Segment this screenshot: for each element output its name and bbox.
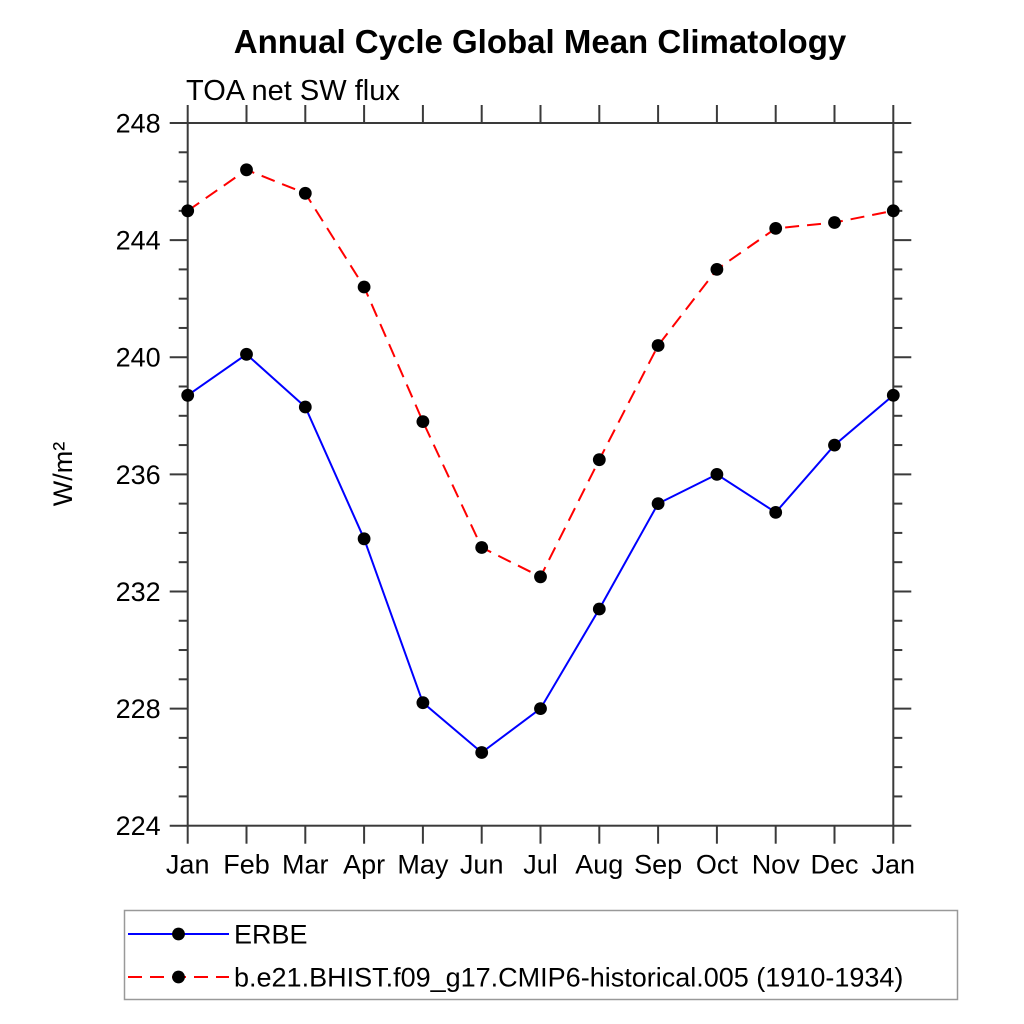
x-tick-label: Apr <box>343 850 385 880</box>
x-tick-label: Aug <box>575 850 623 880</box>
x-tick-label: Oct <box>696 850 739 880</box>
data-point-model-10 <box>769 222 783 235</box>
legend-label-model: b.e21.BHIST.f09_g17.CMIP6-historical.005… <box>234 963 903 993</box>
data-point-model-6 <box>534 570 547 584</box>
axes-and-ticks: Jan Feb Mar Apr May Jun Jul Aug Sep Oct Nov Dec Jan2… <box>116 105 915 880</box>
y-tick-label: 236 <box>116 460 161 490</box>
x-tick-label: Mar <box>282 850 329 880</box>
data-point-model-0 <box>181 204 195 218</box>
data-point-erbe-10 <box>769 506 783 519</box>
y-tick-label: 248 <box>116 109 161 139</box>
data-point-erbe-5 <box>475 746 489 759</box>
x-tick-label: Jul <box>523 850 558 880</box>
data-point-erbe-7 <box>592 602 606 616</box>
data-point-erbe-9 <box>710 468 724 481</box>
x-tick-label: Feb <box>223 850 270 880</box>
data-point-model-5 <box>475 541 489 554</box>
legend-border <box>123 909 959 1001</box>
y-tick-label: 224 <box>116 811 161 841</box>
data-point-model-3 <box>357 280 371 294</box>
data-point-model-12 <box>886 204 900 218</box>
chart-title: Annual Cycle Global Mean Climatology <box>234 23 847 60</box>
y-tick-label: 240 <box>116 343 161 373</box>
x-tick-label: Nov <box>752 850 801 880</box>
legend-box: ERBE b.e21.BHIST.f09_g17.CMIP6-historica… <box>123 909 959 1001</box>
data-point-erbe-4 <box>416 696 430 710</box>
data-point-erbe-3 <box>357 532 371 546</box>
legend-marker-erbe-icon <box>172 927 185 941</box>
x-tick-label: Jan <box>166 850 210 880</box>
data-series-layer <box>181 163 900 759</box>
chart-subtitle: TOA net SW flux <box>186 75 400 107</box>
x-tick-label: May <box>397 850 449 880</box>
data-point-erbe-12 <box>886 388 900 402</box>
data-point-model-2 <box>298 186 312 200</box>
data-point-erbe-6 <box>534 702 547 715</box>
y-tick-label: 228 <box>116 694 161 724</box>
legend-label-erbe: ERBE <box>234 920 308 950</box>
data-point-model-11 <box>828 216 841 229</box>
data-point-erbe-11 <box>828 438 841 452</box>
y-tick-label: 232 <box>116 577 161 607</box>
x-tick-label: Jun <box>460 850 504 880</box>
x-tick-label: Dec <box>810 850 858 880</box>
data-point-erbe-1 <box>240 347 253 361</box>
y-axis-label: W/m² <box>48 442 78 506</box>
data-point-erbe-8 <box>651 497 665 510</box>
data-point-erbe-2 <box>298 400 312 414</box>
data-point-model-1 <box>240 163 253 177</box>
data-point-model-8 <box>651 339 665 352</box>
x-tick-label: Sep <box>634 850 682 880</box>
series-line-erbe <box>187 353 894 754</box>
x-tick-label: Jan <box>872 850 916 880</box>
legend-marker-model-icon <box>172 970 185 984</box>
data-point-model-7 <box>592 453 606 467</box>
data-point-erbe-0 <box>181 388 195 402</box>
plot-frame <box>186 122 895 827</box>
y-tick-label: 244 <box>116 226 161 256</box>
series-line-model <box>187 168 894 579</box>
data-point-model-4 <box>416 415 430 428</box>
data-point-model-9 <box>710 263 724 276</box>
